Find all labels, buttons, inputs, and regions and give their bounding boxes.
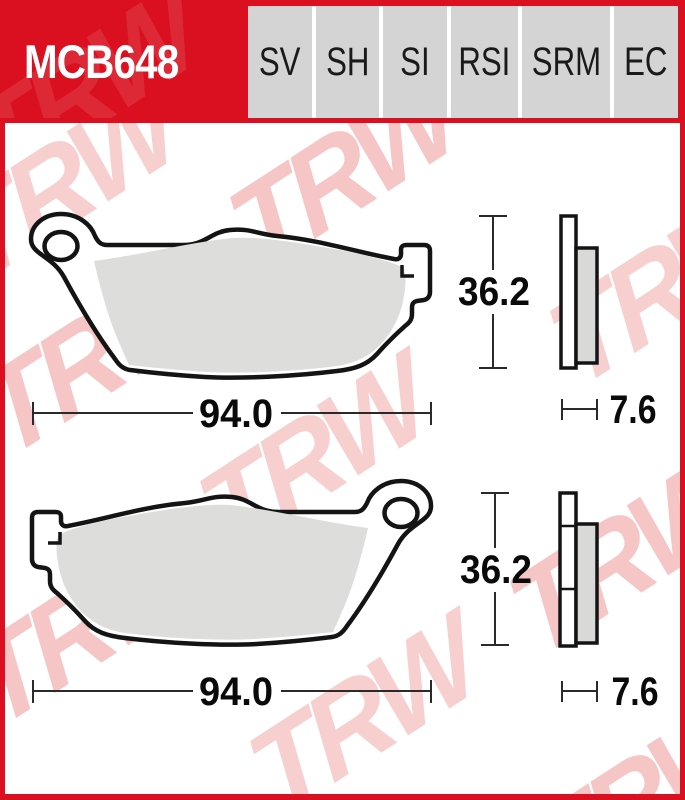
column-label: SH [325, 39, 370, 84]
pad-drawing-top [31, 214, 430, 378]
side-view-friction [574, 522, 599, 645]
frame-border-right [680, 118, 685, 800]
compound-columns: SV SH SI RSI SRM EC [248, 6, 679, 118]
side-view-friction [574, 246, 599, 365]
dim-width-label-top: 94.0 [199, 392, 273, 436]
technical-drawing-svg: 36.2 94.0 7.6 [0, 118, 659, 714]
column-cell-sh: SH [315, 6, 380, 118]
frame-border-top [0, 118, 685, 123]
column-cell-sv: SV [248, 6, 312, 118]
dimension-height-top [479, 215, 507, 369]
column-label: EC [624, 39, 668, 84]
column-cell-si: SI [383, 6, 447, 118]
pad-drawing-bottom [32, 481, 431, 645]
column-label: SRM [531, 39, 601, 84]
side-view-backplate [558, 491, 578, 648]
side-view-backplate [559, 214, 578, 370]
drawing-area: TRW TRW TRW TRW TRW TRW TRW TRW TRW [0, 118, 685, 800]
dimension-thickness-bottom [561, 681, 598, 702]
dimension-thickness-top [561, 399, 598, 420]
dim-height-label-bottom: 36.2 [460, 548, 532, 592]
side-view-bottom [558, 491, 599, 648]
column-label: SI [400, 39, 430, 84]
frame-border-left [0, 118, 5, 800]
column-cell-rsi: RSI [450, 6, 518, 118]
column-label: RSI [458, 39, 511, 84]
dimension-height-bottom [481, 492, 509, 646]
brand-header: TRW MCB648 SV SH SI RSI SRM EC [0, 0, 685, 118]
dim-width-label-bottom: 94.0 [199, 670, 273, 714]
column-cell-srm: SRM [521, 6, 611, 118]
frame-border-bottom [0, 794, 685, 800]
side-view-top [559, 214, 599, 370]
part-number-label: MCB648 [24, 35, 179, 88]
column-cell-ec: EC [614, 6, 679, 118]
dim-height-label-top: 36.2 [458, 270, 530, 314]
dimension-width-top [32, 402, 432, 425]
dimension-width-bottom [32, 680, 432, 703]
dim-thickness-label-bottom: 7.6 [612, 670, 659, 714]
column-label: SV [258, 39, 301, 84]
dim-thickness-label-top: 7.6 [610, 388, 657, 432]
